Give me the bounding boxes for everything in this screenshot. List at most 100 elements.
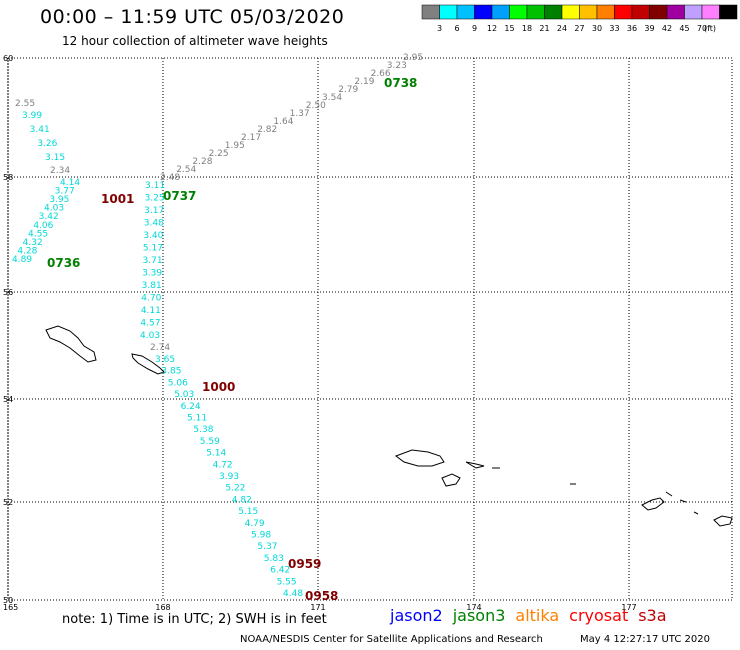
legend-label: 24 — [557, 24, 567, 33]
pass-time: 0959 — [288, 557, 321, 571]
wave-height-value: 4.03 — [140, 331, 160, 341]
wave-height-value: 2.74 — [150, 343, 170, 353]
wave-height-value: 5.83 — [264, 554, 284, 564]
latitude-label: 58 — [3, 173, 13, 182]
wave-height-value: 2.54 — [176, 165, 196, 175]
wave-height-value: 3.95 — [49, 195, 69, 205]
legend-swatch — [561, 4, 580, 20]
page-subtitle: 12 hour collection of altimeter wave hei… — [62, 34, 328, 48]
legend-swatch — [684, 4, 703, 20]
wave-height-value: 4.48 — [283, 589, 303, 599]
latitude-label: 60 — [3, 54, 13, 63]
color-scale-legend: 3 6 9 12 15 18 21 24 27 30 33 36 39 42 45 70(ft) — [421, 4, 738, 33]
legend-label: 39 — [644, 24, 654, 33]
wave-height-value: 2.17 — [241, 133, 261, 143]
legend-swatch — [491, 4, 510, 20]
wave-height-value: 3.65 — [155, 355, 175, 365]
wave-height-value: 2.79 — [338, 85, 358, 95]
wave-height-value: 5.11 — [187, 414, 207, 424]
wave-height-value: 5.15 — [238, 507, 258, 517]
wave-height-value: 3.39 — [142, 269, 162, 279]
wave-height-value: 3.71 — [143, 256, 163, 266]
wave-height-value: 2.55 — [15, 99, 35, 109]
legend-swatch — [421, 4, 440, 20]
wave-height-value: 2.19 — [354, 77, 374, 87]
legend-swatch — [701, 4, 720, 20]
wave-height-value: 4.55 — [28, 229, 48, 239]
pass-time: 0736 — [47, 256, 80, 270]
legend-swatch — [596, 4, 615, 20]
wave-height-value: 5.03 — [174, 390, 194, 400]
legend-label: 12 — [487, 24, 497, 33]
map-frame — [7, 57, 733, 601]
wave-height-value: 4.11 — [141, 306, 161, 316]
legend-label: 18 — [522, 24, 532, 33]
latitude-label: 56 — [3, 288, 13, 297]
longitude-label: 165 — [3, 603, 18, 612]
wave-height-value: 3.93 — [219, 472, 239, 482]
wave-height-value: 1.95 — [225, 141, 245, 151]
wave-height-value: 5.38 — [193, 425, 213, 435]
wave-height-value: 4.79 — [245, 519, 265, 529]
wave-height-value: 3.26 — [37, 139, 57, 149]
legend-label: 27 — [574, 24, 584, 33]
satellite-name: s3a — [638, 606, 667, 625]
legend-label: 33 — [609, 24, 619, 33]
wave-height-value: 3.17 — [144, 206, 164, 216]
wave-height-value: 2.82 — [257, 125, 277, 135]
wave-height-value: 2.66 — [371, 69, 391, 79]
wave-height-value: 1.64 — [273, 117, 293, 127]
legend-label: 15 — [504, 24, 514, 33]
longitude-label: 177 — [621, 603, 636, 612]
wave-height-value: 5.22 — [225, 484, 245, 494]
island-outline — [394, 449, 445, 467]
wave-height-value: 2.50 — [306, 101, 326, 111]
legend-swatch — [631, 4, 650, 20]
island-outline — [465, 461, 485, 469]
wave-height-value: 5.98 — [251, 531, 271, 541]
footer-note: note: 1) Time is in UTC; 2) SWH is in fe… — [62, 612, 327, 627]
latitude-label: 52 — [3, 498, 13, 507]
wave-height-value: 3.54 — [322, 93, 342, 103]
longitude-label: 168 — [155, 603, 170, 612]
island-outline — [441, 473, 461, 487]
wave-height-value: 5.37 — [257, 542, 277, 552]
legend-swatch — [666, 4, 685, 20]
legend-swatch — [439, 4, 458, 20]
wave-height-value: 4.06 — [33, 221, 53, 231]
legend-swatch — [509, 4, 528, 20]
legend-swatch — [649, 4, 668, 20]
latitude-label: 50 — [3, 596, 13, 605]
wave-height-value: 3.42 — [39, 212, 59, 222]
wave-height-value: 6.42 — [270, 566, 290, 576]
legend-label: 6 — [454, 24, 459, 33]
pass-time: 0737 — [163, 189, 196, 203]
legend-swatch — [579, 4, 598, 20]
legend-label: 45 — [679, 24, 689, 33]
wave-height-value: 5.14 — [206, 449, 226, 459]
pass-time-labels: 0738 0737 0736 1001 1000 0959 0958 — [47, 76, 417, 603]
wave-height-value: 3.15 — [45, 153, 65, 163]
pass-time: 1000 — [202, 380, 235, 394]
wave-height-value: 4.89 — [12, 255, 32, 265]
wave-height-value: 3.85 — [161, 367, 181, 377]
wave-height-value: 4.32 — [23, 238, 43, 248]
wave-height-value: 2.34 — [50, 166, 70, 176]
footer-timestamp: May 4 12:27:17 UTC 2020 — [580, 634, 710, 645]
island-outline — [665, 491, 673, 497]
satellite-name: altika — [515, 606, 560, 625]
wave-height-value: 4.28 — [17, 246, 37, 256]
legend-unit: (ft) — [704, 24, 716, 33]
satellite-name: cryosat — [569, 606, 629, 625]
wave-height-value: 2.25 — [209, 149, 229, 159]
wave-height-value: 4.70 — [141, 294, 161, 304]
legend-swatch — [719, 4, 738, 20]
wave-height-value: 3.25 — [145, 194, 165, 204]
wave-height-value: 5.17 — [143, 244, 163, 254]
island-outline — [679, 499, 687, 503]
wave-height-value: 2.48 — [160, 173, 180, 183]
legend-swatch — [614, 4, 633, 20]
wave-height-value: 3.81 — [142, 281, 162, 291]
